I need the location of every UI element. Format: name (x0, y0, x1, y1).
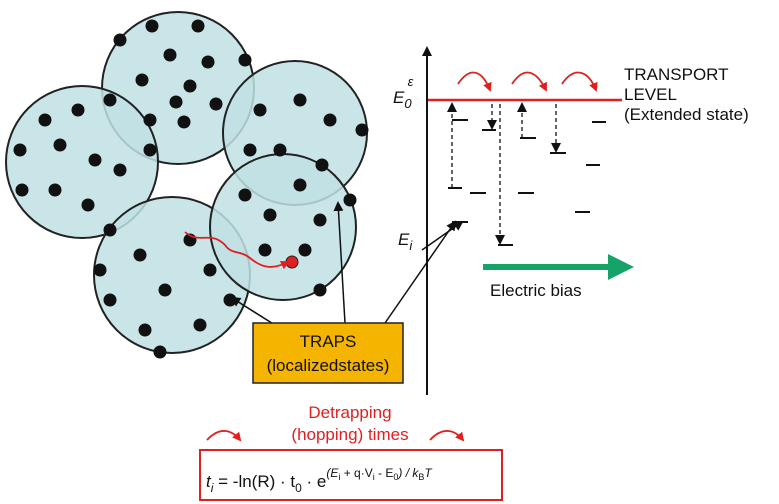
trap-dots (13, 19, 369, 359)
trap-dot (273, 143, 287, 157)
text-part: 0 (295, 481, 302, 495)
shape (457, 71, 492, 92)
trap-dot (38, 113, 52, 127)
formula-box (199, 449, 503, 501)
pointer (333, 201, 346, 324)
trap-dot (209, 97, 223, 111)
trap-dot (203, 263, 217, 277)
trap-dot (143, 113, 157, 127)
traps-label: (localizedstates) (267, 356, 390, 375)
trap-dot (177, 115, 191, 129)
hop-path (184, 231, 290, 270)
shape (511, 71, 547, 92)
pointer (230, 296, 276, 326)
bias-label: Electric bias (490, 281, 582, 300)
shape (561, 71, 598, 92)
text-part: = -ln(R) · t (213, 472, 295, 491)
trap-dot (113, 163, 127, 177)
trap-dot (263, 208, 277, 222)
text-part: E (393, 88, 405, 107)
transport-label: TRANSPORT (624, 65, 729, 84)
trap-dot (243, 143, 257, 157)
trap-dot (103, 93, 117, 107)
text-part: i (409, 238, 413, 253)
trap-dot (313, 213, 327, 227)
trap-dot (138, 323, 152, 337)
text-part: ) / k (396, 466, 419, 480)
trap-dot (315, 158, 329, 172)
transitions (447, 102, 561, 245)
hops (457, 71, 598, 92)
trap-dot (238, 188, 252, 202)
detrapping-label: Detrapping (308, 403, 391, 422)
text-part: E (398, 230, 410, 249)
ei-label: Ei (398, 230, 413, 253)
trap-dot (71, 103, 85, 117)
text-part: T (424, 466, 433, 480)
trap-dot (298, 243, 312, 257)
e0-label: E0 ε (393, 74, 414, 111)
trap-dot (81, 198, 95, 212)
text-part: i (211, 481, 214, 495)
trap-dot (191, 19, 205, 33)
traps-label: TRAPS (300, 332, 357, 351)
trap-dot (313, 283, 327, 297)
trap-dot (343, 193, 357, 207)
trap-dot (113, 33, 127, 47)
trap-dot (293, 178, 307, 192)
trap-dot (48, 183, 62, 197)
trap-dot (103, 223, 117, 237)
formula: ti = -ln(R) · t0 · e(Ei + q·Vi - E0) / k… (206, 466, 433, 495)
trap-dot (103, 293, 117, 307)
trap-dot (53, 138, 67, 152)
hop-icon (206, 430, 242, 442)
sphere (209, 153, 357, 301)
trap-dot (193, 318, 207, 332)
trap-dot (258, 243, 272, 257)
trap-dot (13, 143, 27, 157)
trap-dot (158, 283, 172, 297)
trap-dot (145, 19, 159, 33)
text-part: 0 (393, 472, 398, 482)
trap-dot (355, 123, 369, 137)
trap-dot (201, 55, 215, 69)
trap-dot (253, 103, 267, 117)
trap-dot (238, 53, 252, 67)
text-part: · e (302, 472, 327, 491)
text-part: ε (408, 74, 414, 89)
trap-dot (153, 345, 167, 359)
trap-dot (135, 73, 149, 87)
detrapping-label: (hopping) times (291, 425, 408, 444)
text-part: t (206, 472, 212, 491)
trap-dot (133, 248, 147, 262)
text-part: i (373, 472, 375, 482)
trap-dot (183, 79, 197, 93)
transport-label: (Extended state) (624, 105, 749, 124)
transport-label: LEVEL (624, 85, 677, 104)
pointer (384, 220, 457, 324)
trap-levels (448, 119, 606, 246)
trap-dot (93, 263, 107, 277)
trap-dot (169, 95, 183, 109)
text-part: B (418, 472, 424, 482)
text-part: 0 (404, 96, 412, 111)
text-part: + q·V (340, 466, 372, 480)
trap-dot (15, 183, 29, 197)
text-part: (E (326, 466, 339, 480)
traps-box (252, 322, 404, 384)
text-part: - E (375, 466, 394, 480)
hop-icon (429, 430, 465, 442)
trap-dot (143, 143, 157, 157)
trap-dot (88, 153, 102, 167)
trap-dot (293, 93, 307, 107)
trap-spheres (5, 11, 368, 354)
trap-dot (323, 113, 337, 127)
trap-dot (163, 48, 177, 62)
text-part: i (338, 472, 340, 482)
